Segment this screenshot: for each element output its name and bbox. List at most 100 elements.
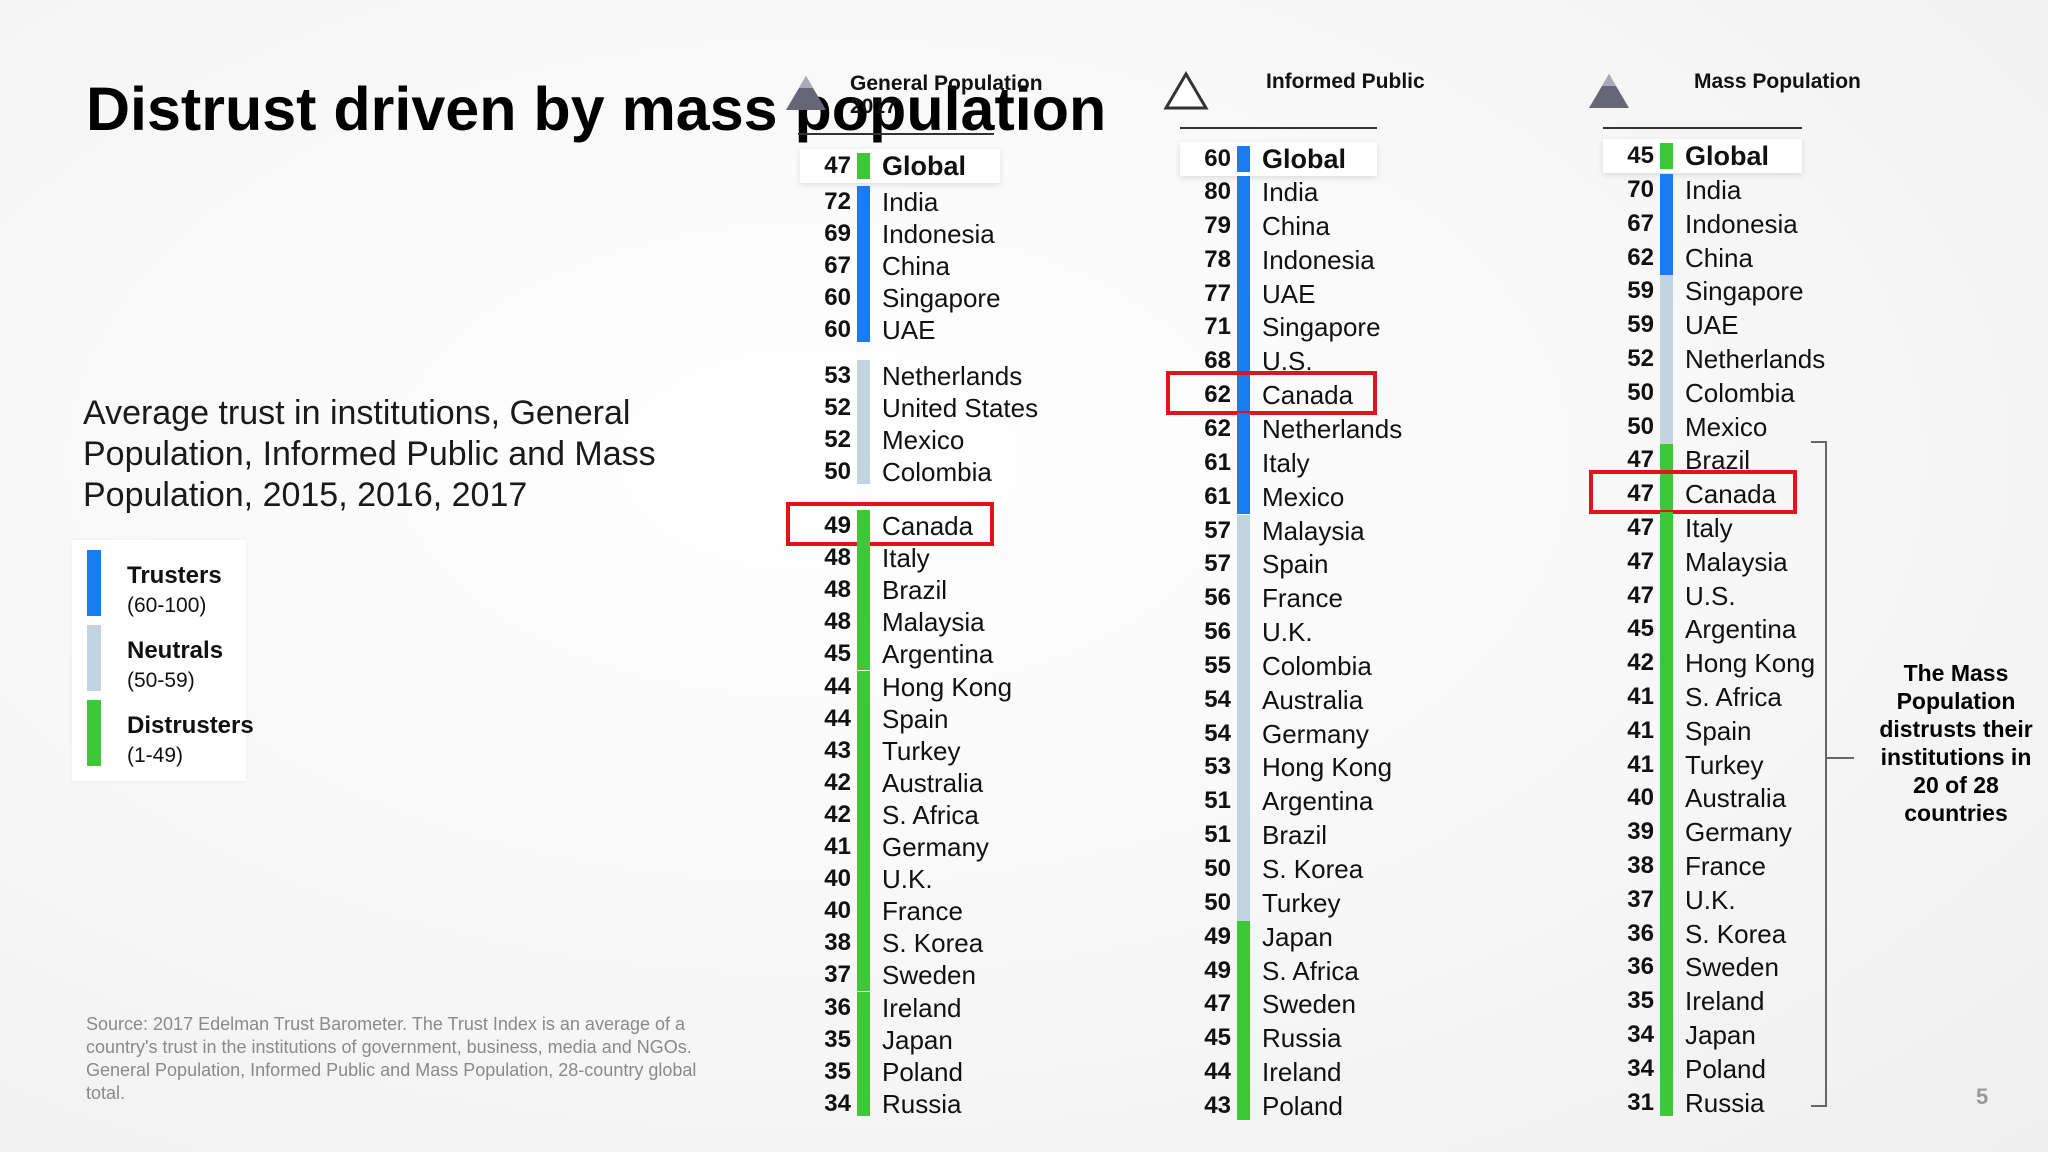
row-label: Ireland <box>882 992 962 1023</box>
row-label: India <box>1685 175 1742 205</box>
row-value: 42 <box>824 768 851 796</box>
list-item: 61 Mexico <box>1180 482 1440 512</box>
trust-bar <box>1660 850 1673 884</box>
row-label: United States <box>882 393 1039 424</box>
trust-bar <box>857 1023 870 1056</box>
row-label: S. Africa <box>882 799 979 830</box>
trust-bar <box>857 314 870 343</box>
row-label: India <box>1262 177 1319 207</box>
list-item: 40 France <box>800 896 1060 926</box>
trust-bar <box>857 218 870 251</box>
row-label: S. Africa <box>1262 955 1359 986</box>
list-item: 56 France <box>1180 583 1440 613</box>
row-value: 48 <box>824 608 851 636</box>
row-value: 36 <box>1627 919 1654 947</box>
list-item: 50 Colombia <box>800 457 1060 487</box>
highlight-box <box>1166 371 1377 416</box>
row-value: 52 <box>824 426 851 454</box>
trust-bar <box>857 927 870 960</box>
row-value: 59 <box>1627 311 1654 339</box>
trust-bar <box>1660 681 1673 715</box>
list-item: 40 U.K. <box>800 864 1060 894</box>
column-rule <box>1180 127 1377 129</box>
row-value: 52 <box>824 394 851 422</box>
row-label: Germany <box>882 832 989 862</box>
trust-bar <box>857 186 870 219</box>
row-label: Sweden <box>882 960 976 991</box>
row-value: 31 <box>1627 1088 1654 1116</box>
row-value: 47 <box>1627 446 1654 474</box>
trust-bar <box>1237 311 1250 346</box>
list-item: 34 Japan <box>1603 1020 1863 1050</box>
trust-bar <box>857 510 870 543</box>
triangle-filled-icon <box>783 72 829 117</box>
triangle-filled-icon <box>1586 70 1632 115</box>
row-label: Russia <box>1685 1087 1765 1118</box>
trust-bar <box>857 734 870 767</box>
trust-bar <box>1660 579 1673 614</box>
row-value: 54 <box>1204 719 1231 747</box>
row-value: 50 <box>1204 855 1231 882</box>
list-item: 42 S. Africa <box>800 800 1060 830</box>
list-item: 53 Netherlands <box>800 361 1060 391</box>
row-value: 41 <box>1627 683 1654 710</box>
row-label: Australia <box>1262 684 1364 715</box>
row-label: Singapore <box>1262 312 1381 343</box>
row-label: Italy <box>1685 513 1733 543</box>
row-label: Germany <box>1685 817 1792 848</box>
row-value: 70 <box>1627 176 1654 203</box>
trust-bar <box>1237 683 1250 718</box>
row-label: Hong Kong <box>1685 648 1816 679</box>
trust-bar <box>1237 954 1250 989</box>
row-value: 55 <box>1204 651 1231 679</box>
trust-bar <box>1660 309 1673 343</box>
column-title: General Population 2017 <box>850 72 1043 118</box>
row-label: Argentina <box>882 639 994 670</box>
trust-bar <box>1660 207 1673 242</box>
column-title: Informed Public <box>1266 70 1425 93</box>
trust-bar <box>1237 920 1250 955</box>
list-item: 49 Japan <box>1180 922 1440 952</box>
trust-bar <box>1660 985 1673 1019</box>
row-label: Sweden <box>1262 989 1356 1020</box>
row-label: Germany <box>1262 718 1369 749</box>
row-value: 48 <box>824 544 851 572</box>
row-label: France <box>1685 851 1766 881</box>
row-value: 67 <box>824 252 851 280</box>
row-label: Spain <box>1685 715 1752 746</box>
list-item: 67 Indonesia <box>1603 209 1863 239</box>
list-item: 47 Canada <box>1603 479 1863 509</box>
row-label: Brazil <box>1262 820 1328 851</box>
trust-bar <box>857 424 870 457</box>
row-label: Singapore <box>1685 276 1804 307</box>
row-value: 34 <box>1627 1054 1654 1082</box>
row-value: 50 <box>1204 888 1231 916</box>
row-value: 53 <box>824 362 851 389</box>
row-value: 37 <box>1627 885 1654 913</box>
row-value: 40 <box>824 897 851 925</box>
row-label: Poland <box>1685 1053 1766 1084</box>
trust-bar <box>857 153 870 179</box>
list-item: 49 S. Africa <box>1180 956 1440 986</box>
trust-bar <box>1237 751 1250 786</box>
row-value: 48 <box>824 576 851 604</box>
row-value: 45 <box>1627 615 1654 643</box>
row-label: Mexico <box>1262 481 1345 512</box>
list-item: 62 Canada <box>1180 380 1440 410</box>
row-label: Australia <box>1685 783 1787 814</box>
list-item: 45 Argentina <box>800 639 1060 669</box>
row-value: 38 <box>824 929 851 957</box>
trust-bar <box>1660 174 1673 208</box>
row-value: 36 <box>1627 953 1654 981</box>
row-label: Colombia <box>1685 377 1795 408</box>
row-label: Brazil <box>882 575 948 606</box>
distrust-bracket <box>1811 441 1827 1107</box>
list-item: 54 Australia <box>1180 685 1440 715</box>
row-label: Sweden <box>1685 952 1779 983</box>
list-item: 47 Italy <box>1603 513 1863 543</box>
trust-bar <box>857 831 870 864</box>
legend-label: Distrusters <box>127 712 254 739</box>
row-value: 51 <box>1204 787 1231 815</box>
list-item: 60 Singapore <box>800 283 1060 313</box>
list-item: 43 Turkey <box>800 736 1060 766</box>
